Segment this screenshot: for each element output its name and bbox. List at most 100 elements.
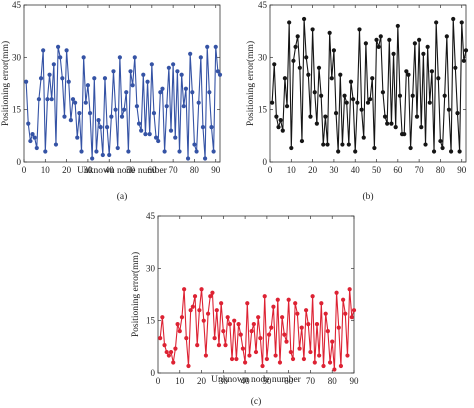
panel-a-data-point xyxy=(166,65,171,70)
panel-b-data-point xyxy=(304,55,309,60)
panel-a-x-tick-label: 70 xyxy=(169,165,179,175)
panel-b-data-point xyxy=(297,65,302,70)
panel-b-data-point xyxy=(461,58,466,63)
panel-b-data-point xyxy=(408,145,413,151)
panel-b-data-point xyxy=(387,37,392,42)
panel-a-data-point xyxy=(79,149,84,154)
panel-b-data-point xyxy=(423,142,428,147)
panel-b-data-point xyxy=(459,20,464,25)
panel-c-data-point xyxy=(338,363,344,369)
panel-c-data-point xyxy=(330,339,335,344)
panel-b-data-point xyxy=(357,27,362,32)
panel-a-data-point xyxy=(30,131,35,137)
chart-panel-c: 0 10 20 30 40 50 60 70 80 90 0 15 30 45 Unknown node n… xyxy=(130,211,359,407)
panel-b-data-point xyxy=(344,100,349,105)
panel-a-data-point xyxy=(143,131,148,137)
panel-a-data-point xyxy=(77,111,82,116)
panel-b-data-point xyxy=(414,114,420,119)
panel-b-data-point xyxy=(301,16,307,22)
panel-c-data-point xyxy=(325,329,330,334)
panel-c-x-tick-label: 70 xyxy=(306,376,316,386)
panel-a-data-point xyxy=(132,55,137,60)
panel-c-x-tick-label: 10 xyxy=(175,376,185,386)
panel-a-data-point xyxy=(207,90,212,95)
panel-c-x-tick-label: 90 xyxy=(350,376,360,386)
panel-b-data-point xyxy=(382,114,388,119)
panel-b-data-point xyxy=(453,65,458,70)
panel-b-data-point xyxy=(380,90,386,95)
panel-a-data-point xyxy=(181,104,186,109)
panel-c-data-point xyxy=(290,356,296,362)
panel-a-data-point xyxy=(70,97,76,102)
panel-a-data-point xyxy=(188,51,193,56)
panel-b-data-point xyxy=(278,118,283,123)
panel-c-data-point xyxy=(308,349,313,355)
panel-c-data-point xyxy=(210,290,215,295)
panel-c-y-axis-label: Positioning error(mm) xyxy=(130,252,141,337)
panel-b-data-point xyxy=(274,114,279,119)
panel-b-data-point xyxy=(446,107,452,112)
panel-c-data-point xyxy=(280,315,285,320)
panel-c-data-point xyxy=(232,318,237,323)
panel-a-data-point xyxy=(128,69,133,74)
panel-a-x-tick-label: 90 xyxy=(211,165,221,175)
panel-a-data-point xyxy=(158,90,163,95)
panel-b-data-point xyxy=(340,142,345,147)
panel-b-data-point xyxy=(444,34,449,39)
panel-a-data-point xyxy=(177,149,182,154)
panel-b-data-point xyxy=(295,34,300,39)
panel-c-data-point xyxy=(327,360,333,365)
panel-a-y-tick-label: 0 xyxy=(17,157,22,167)
panel-b-data-point xyxy=(442,93,447,98)
panel-a-data-point xyxy=(202,156,208,161)
panel-b-data-point xyxy=(417,37,422,42)
panel-c-data-point xyxy=(238,332,243,337)
panel-a-data-point xyxy=(51,62,56,67)
panel-a-data-point xyxy=(111,69,116,74)
panel-b-data-point xyxy=(331,48,337,53)
panel-b-data-point xyxy=(436,76,441,81)
panel-c-data-point xyxy=(162,342,167,348)
panel-c-data-point xyxy=(214,308,219,313)
panel-a-data-point xyxy=(134,104,140,109)
panel-b-y-tick-label: 30 xyxy=(258,52,268,62)
panel-b-x-tick-label: 10 xyxy=(287,165,297,175)
panel-b-data-point xyxy=(376,44,381,49)
panel-c-data-point xyxy=(227,322,232,327)
panel-b-data-point xyxy=(333,111,339,116)
panel-a-data-point xyxy=(168,128,174,133)
panel-a-data-point xyxy=(47,72,52,77)
panel-a-data-point xyxy=(28,138,33,144)
panel-a-y-axis-label: Positioning error(mm) xyxy=(0,41,11,126)
panel-c-data-point xyxy=(203,353,209,358)
panel-a-data-point xyxy=(209,125,214,130)
panel-c-data-point xyxy=(186,363,191,369)
panel-a-data-point xyxy=(175,69,180,74)
panel-c-y-tick-label: 0 xyxy=(151,368,156,378)
panel-b-data-point xyxy=(284,104,290,109)
panel-c-data-point xyxy=(247,353,252,358)
panel-c-data-point xyxy=(171,360,176,365)
panel-a-data-point xyxy=(185,156,191,161)
panel-b-data-point xyxy=(402,131,407,137)
panel-b-x-tick-label: 50 xyxy=(372,165,382,175)
panel-a-data-point xyxy=(213,44,218,49)
panel-c-data-point xyxy=(251,322,256,327)
panel-b-data-point xyxy=(325,142,330,147)
panel-c-data-point xyxy=(317,353,322,358)
panel-c-data-point xyxy=(234,356,239,362)
panel-a-data-point xyxy=(171,62,176,67)
panel-b-data-point xyxy=(365,100,371,105)
panel-a-data-point xyxy=(151,111,157,116)
panel-a-data-point xyxy=(160,86,165,91)
panel-b-data-point xyxy=(421,51,426,56)
panel-c-data-point xyxy=(243,360,248,365)
panel-b-data-point xyxy=(350,97,356,102)
panel-a-data-point xyxy=(45,97,50,102)
panel-a-data-point xyxy=(104,125,110,130)
panel-a-data-point xyxy=(205,44,210,49)
panel-b-data-point xyxy=(361,135,366,140)
panel-b-y-tick-label: 45 xyxy=(258,0,268,10)
panel-c-data-point xyxy=(284,339,289,344)
